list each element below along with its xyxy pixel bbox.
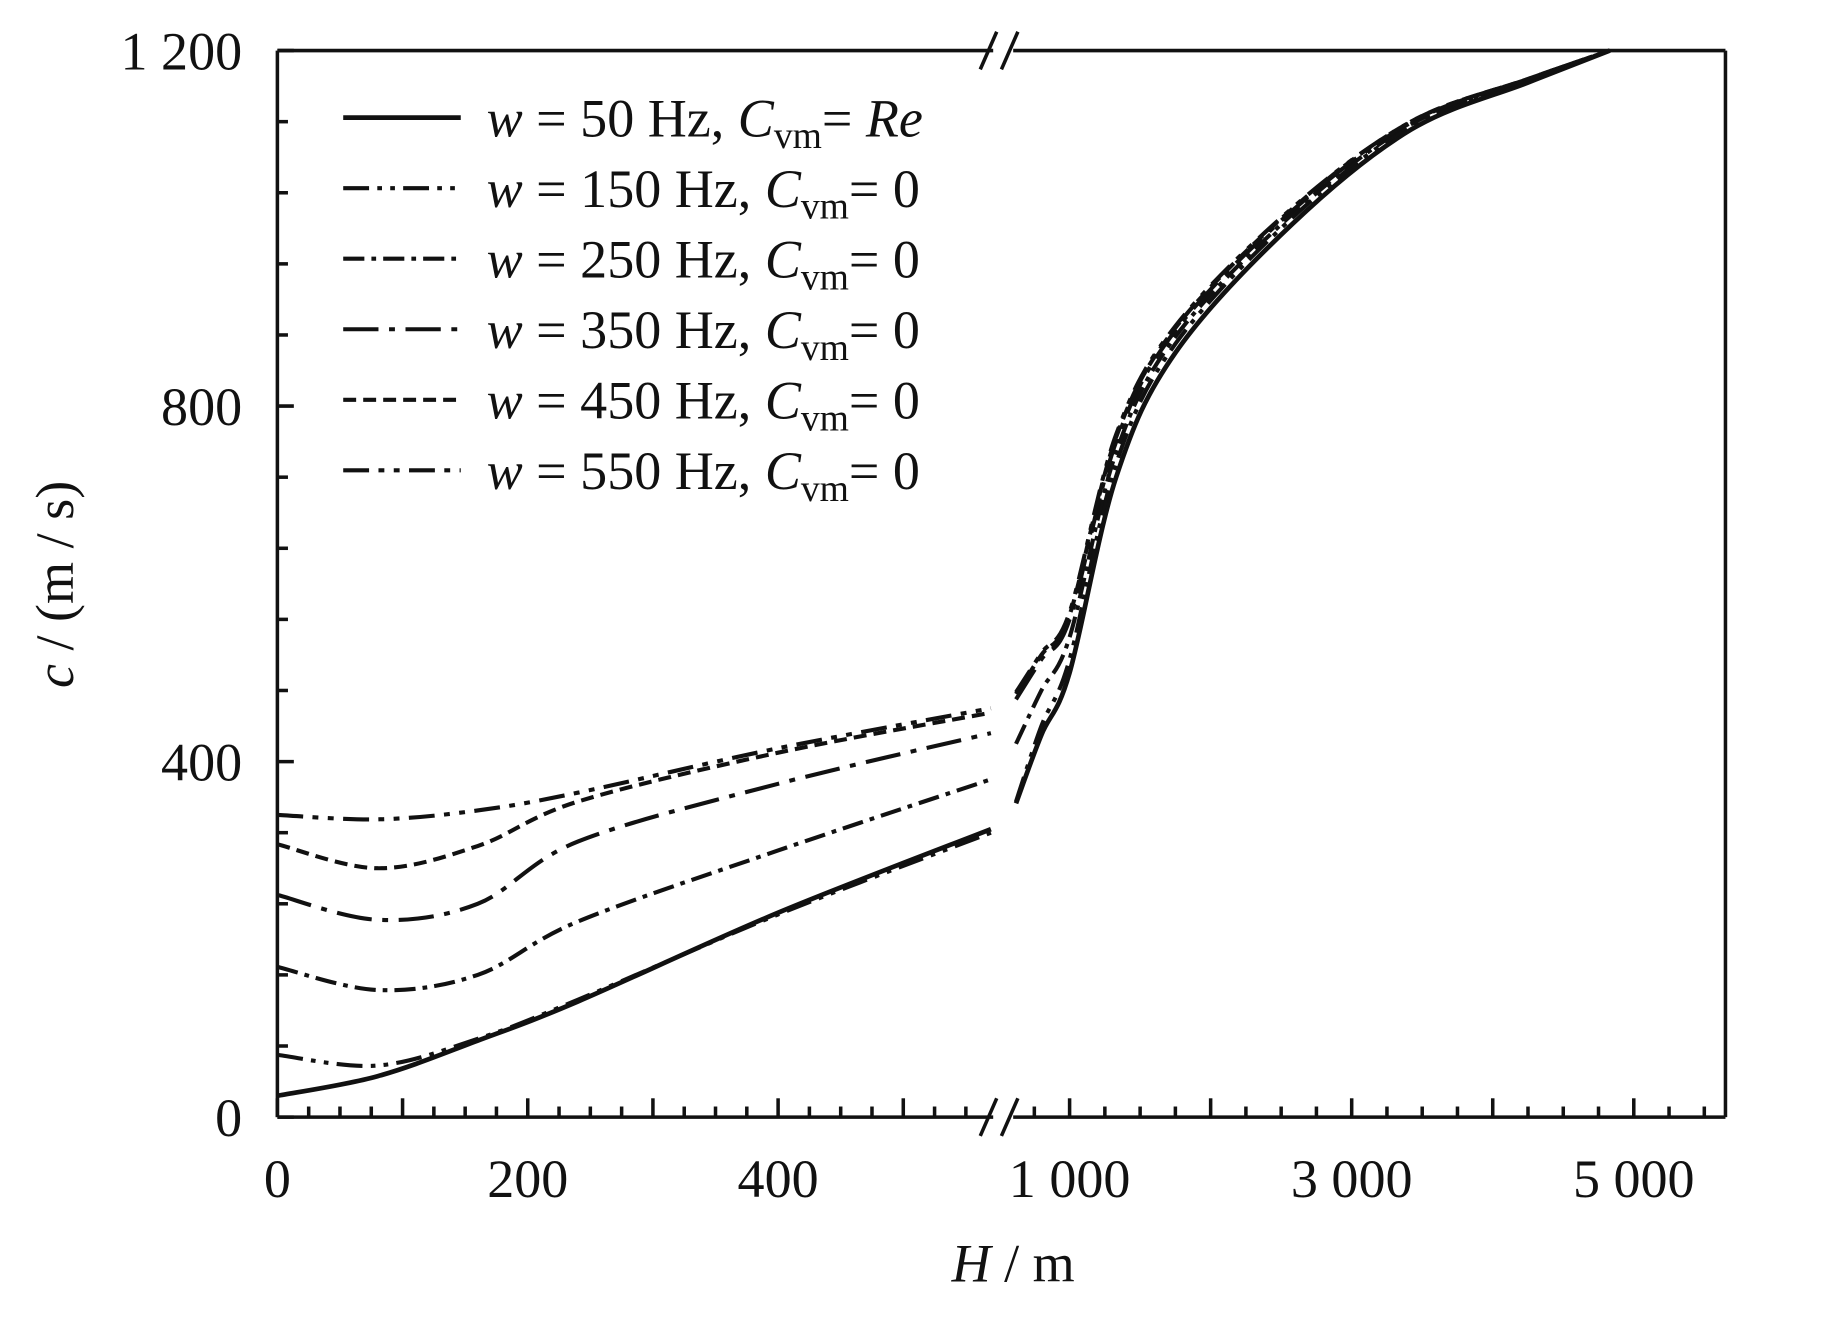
x-tick-label: 3 000 [1291, 1149, 1413, 1209]
series-50hz [276, 48, 1611, 1099]
legend-label: w = 550 Hz, Cvm= 0 [487, 441, 920, 510]
x-tick-label: 1 000 [1009, 1149, 1131, 1209]
series-line-right [1014, 48, 1611, 694]
series-550hz [277, 48, 1611, 822]
y-axis-title: c / (m / s) [25, 481, 85, 688]
axis-break-mark-bottom [978, 1097, 1020, 1137]
series-line-left [277, 706, 992, 822]
legend-label: w = 150 Hz, Cvm= 0 [487, 159, 920, 228]
legend-label: w = 450 Hz, Cvm= 0 [487, 371, 920, 440]
series-350hz [276, 48, 1611, 923]
tick-labels: 0 400 800 1 200 0 200 400 1 000 3 000 5 000 [121, 21, 1695, 1209]
legend-label: w = 350 Hz, Cvm= 0 [487, 300, 920, 369]
x-axis-title: H / m [951, 1234, 1075, 1294]
legend-entry: w = 150 Hz, Cvm= 0 [343, 159, 920, 228]
x-tick-label: 400 [738, 1149, 819, 1209]
series-line-right [1013, 48, 1611, 805]
legend-entry: w = 350 Hz, Cvm= 0 [343, 300, 920, 369]
legend-entry: w = 50 Hz, Cvm= Re [343, 88, 923, 157]
series-layer [276, 48, 1611, 1099]
legend-label: w = 250 Hz, Cvm= 0 [487, 230, 920, 299]
axis-break-mark-top [978, 31, 1020, 71]
series-line-right [1014, 48, 1611, 696]
x-tick-label: 5 000 [1573, 1149, 1695, 1209]
series-250hz [276, 48, 1611, 993]
series-line-left [276, 777, 992, 993]
x-tick-label: 200 [487, 1149, 568, 1209]
series-line-left [277, 830, 992, 1068]
series-line-left [276, 710, 992, 871]
series-line-right [1014, 48, 1611, 701]
legend-entry: w = 450 Hz, Cvm= 0 [343, 371, 920, 440]
y-tick-label: 800 [161, 377, 242, 437]
x-tick-label: 0 [264, 1149, 291, 1209]
series-150hz [277, 48, 1611, 1068]
plot-frame [275, 31, 1728, 1137]
legend: w = 50 Hz, Cvm= Rew = 150 Hz, Cvm= 0w = … [343, 88, 923, 510]
series-line-left [276, 731, 992, 923]
series-line-right [1014, 48, 1611, 745]
series-line-left [276, 826, 992, 1099]
legend-label: w = 50 Hz, Cvm= Re [487, 88, 923, 157]
series-450hz [276, 48, 1611, 871]
y-tick-label: 0 [215, 1088, 242, 1148]
series-line-right [1014, 48, 1611, 803]
y-tick-label: 400 [161, 732, 242, 792]
legend-entry: w = 250 Hz, Cvm= 0 [343, 230, 920, 299]
y-tick-label: 1 200 [121, 21, 243, 81]
legend-entry: w = 550 Hz, Cvm= 0 [343, 441, 920, 510]
